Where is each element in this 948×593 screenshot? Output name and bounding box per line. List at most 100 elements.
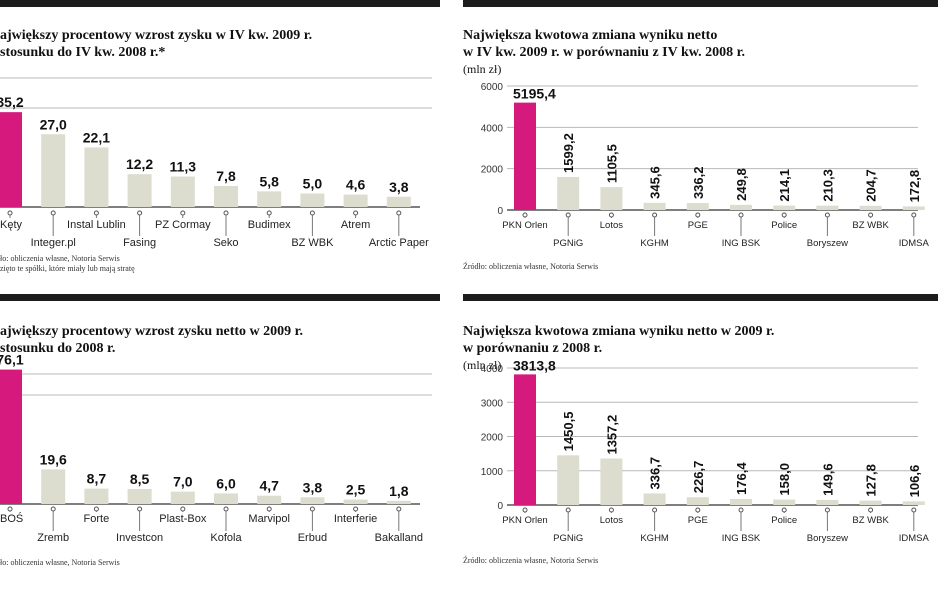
bar [773,499,796,505]
bar [84,147,109,207]
panel-top-bar [0,0,440,7]
bar [84,488,109,504]
value-label: 3,8 [303,479,323,495]
chart-unit: (mln zł) [463,62,502,76]
value-label: 5,0 [303,176,323,192]
category-dot [781,212,787,218]
y-tick-label: 6000 [481,82,504,93]
bar [816,499,839,505]
value-label: 336,7 [648,457,663,490]
bar [0,112,22,207]
category-label: Lotos [600,220,623,231]
chart-source: Źródło: obliczenia własne, Notoria Serwi… [463,262,599,271]
value-label: 149,6 [820,463,835,496]
category-dot [180,210,186,216]
category-label: BZ WBK [852,515,889,526]
bar [902,501,925,505]
bar [343,194,368,207]
value-label: 106,6 [907,465,922,498]
category-dot [7,506,13,512]
value-label: 1450,5 [561,412,576,452]
chart-title: ajwiększy procentowy wzrost zysku w IV k… [0,10,312,61]
category-label: Fasing [123,237,156,249]
value-label: 336,2 [691,167,706,200]
chart-unit: (mln zł) [463,358,502,372]
chart-title-text: ajwiększy procentowy wzrost zysku netto … [0,324,304,356]
chart-title: ajwiększy procentowy wzrost zysku netto … [0,306,303,357]
category-dot [396,506,402,512]
value-label: 12,2 [126,156,153,172]
bar [643,202,666,210]
bar [41,134,66,207]
category-label: Interferie [334,513,377,525]
category-label: Arctic Paper [369,237,429,249]
value-label: 1,8 [389,483,409,499]
chart-title-text: Największa kwotowa zmiana wyniku netto w… [463,28,746,60]
category-label: Kofola [210,532,242,544]
value-label: 214,1 [777,169,792,202]
category-dot [565,212,571,218]
category-label: Integer.pl [31,237,76,249]
value-label: 76,1 [0,352,24,368]
category-label: PGE [688,515,708,526]
category-dot [738,212,744,218]
chart-panel: ajwiększy procentowy wzrost zysku netto … [0,294,440,593]
category-dot [93,210,99,216]
value-label: 158,0 [777,463,792,496]
bar [127,174,152,207]
value-label: 7,8 [216,168,236,184]
category-label: IDMSA [899,238,930,249]
value-label: 35,2 [0,94,24,110]
y-tick-label: 4000 [481,123,504,134]
bar [902,206,925,210]
bar [686,497,709,505]
y-tick-label: 2000 [481,433,504,444]
bar [386,500,411,504]
category-dot [309,210,315,216]
bar [557,455,580,505]
category-dot [522,212,528,218]
category-dot [695,507,701,513]
bar-chart: 76,1 BOŚ 19,6 Zremb 8,7 Forte 8,5 Investcon 7,0 P… [0,352,432,544]
chart-panel: ajwiększy procentowy wzrost zysku w IV k… [0,0,440,290]
value-label: 1357,2 [604,415,619,455]
category-dot [608,212,614,218]
category-dot [911,507,917,513]
category-label: Erbud [298,532,327,544]
category-dot [223,506,229,512]
category-label: Marvipol [248,513,290,525]
category-label: BZ WBK [291,237,334,249]
category-label: Investcon [116,532,163,544]
category-dot [565,507,571,513]
bar [557,176,580,210]
bar [257,191,282,207]
category-dot [652,212,658,218]
value-label: 3,8 [389,179,409,195]
chart-panel: Największa kwotowa zmiana wyniku netto w… [463,0,938,290]
bar [170,176,195,207]
bar-chart: 0 1000 2000 3000 4000 3813,8 PKN Orlen 1450,5 PG… [481,357,930,544]
chart-title: Największa kwotowa zmiana wyniku netto w… [463,306,774,374]
value-label: 204,7 [864,169,879,202]
category-dot [137,506,143,512]
category-label: Lotos [600,515,623,526]
value-label: 176,4 [734,462,749,495]
chart-source: Źródło: obliczenia własne, Notoria Serwi… [463,556,599,565]
value-label: 4,7 [259,478,279,494]
category-label: PKN Orlen [502,515,547,526]
category-dot [695,212,701,218]
bar [600,458,623,505]
bar [386,196,411,207]
value-label: 27,0 [40,116,67,132]
bar [514,374,536,505]
value-label: 249,8 [734,168,749,201]
bar [300,193,325,207]
bar [643,493,666,505]
chart-title-text: ajwiększy procentowy wzrost zysku w IV k… [0,28,313,60]
category-dot [868,212,874,218]
category-label: PZ Cormay [155,219,211,231]
bar [600,187,623,210]
category-dot [266,210,272,216]
category-label: PGE [688,220,708,231]
category-dot [50,210,56,216]
